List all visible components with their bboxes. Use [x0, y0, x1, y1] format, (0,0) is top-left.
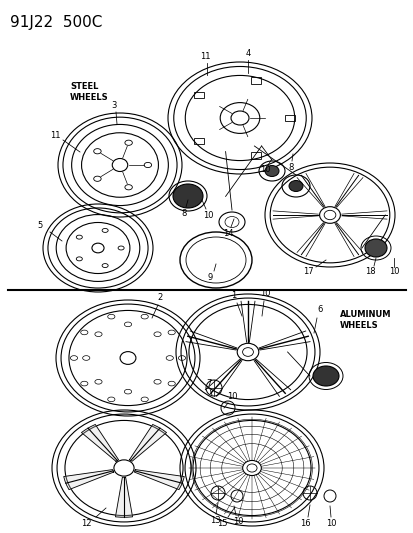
Text: 14: 14: [222, 229, 233, 238]
Polygon shape: [134, 470, 184, 490]
Text: 10: 10: [325, 520, 335, 529]
Text: 10: 10: [388, 268, 398, 277]
Text: 15: 15: [216, 520, 227, 529]
Bar: [194, 92, 204, 98]
Text: 4: 4: [245, 49, 250, 58]
Ellipse shape: [264, 166, 278, 176]
Text: 10: 10: [232, 518, 243, 527]
Text: 11: 11: [50, 131, 60, 140]
Ellipse shape: [173, 184, 202, 208]
Ellipse shape: [364, 239, 386, 257]
Polygon shape: [115, 477, 132, 517]
Bar: [250, 152, 260, 159]
Text: 10: 10: [259, 288, 270, 297]
Text: STEEL
WHEELS: STEEL WHEELS: [70, 82, 108, 102]
Text: 91J22  500C: 91J22 500C: [10, 15, 102, 30]
Ellipse shape: [312, 366, 338, 386]
Polygon shape: [64, 470, 114, 490]
Polygon shape: [81, 424, 118, 462]
Text: 3: 3: [111, 101, 116, 109]
Bar: [250, 77, 260, 84]
Text: 11: 11: [199, 52, 210, 61]
Bar: [285, 115, 295, 122]
Text: 17: 17: [302, 268, 313, 277]
Text: 2: 2: [157, 293, 162, 302]
Text: 10: 10: [259, 166, 270, 174]
Polygon shape: [129, 424, 166, 462]
Text: 18: 18: [364, 268, 375, 277]
Text: 7: 7: [206, 379, 211, 389]
Text: 1: 1: [231, 290, 236, 300]
Text: 13: 13: [209, 516, 220, 526]
Text: 10: 10: [226, 392, 237, 401]
Text: 12: 12: [81, 520, 91, 529]
Text: 8: 8: [181, 208, 186, 217]
Text: 8: 8: [287, 163, 293, 172]
Text: ALUMINUM
WHEELS: ALUMINUM WHEELS: [339, 310, 391, 330]
Text: 10: 10: [202, 211, 213, 220]
Text: 9: 9: [207, 272, 212, 281]
Bar: [194, 138, 204, 144]
Ellipse shape: [288, 181, 302, 191]
Text: 16: 16: [299, 520, 310, 529]
Text: 6: 6: [316, 305, 322, 314]
Text: 5: 5: [37, 222, 43, 230]
